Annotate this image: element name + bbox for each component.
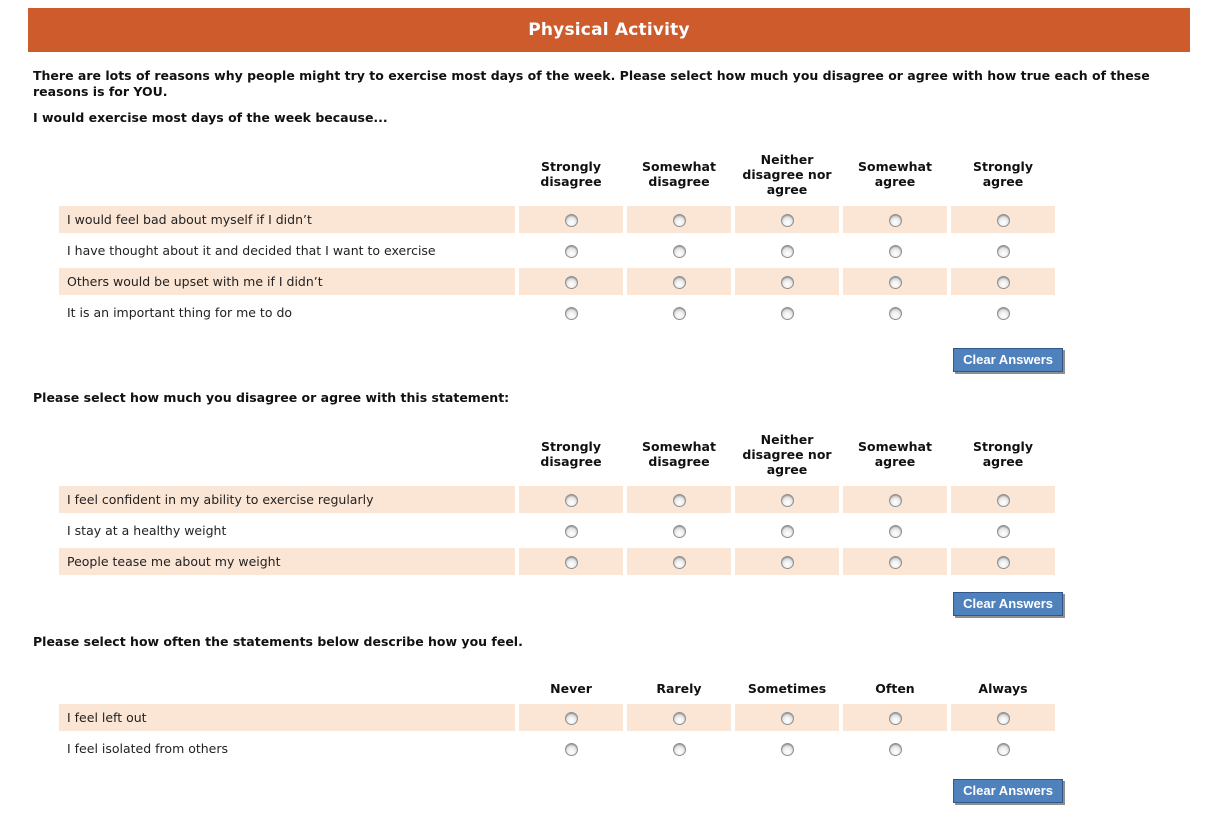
radio-option[interactable] bbox=[672, 276, 686, 289]
section-1-heading: I would exercise most days of the week b… bbox=[33, 110, 388, 125]
clear-answers-button[interactable]: Clear Answers bbox=[953, 779, 1063, 803]
radio-option[interactable] bbox=[996, 276, 1010, 289]
clear-answers-button[interactable]: Clear Answers bbox=[953, 348, 1063, 372]
column-header: Never bbox=[550, 680, 592, 696]
radio-option[interactable] bbox=[780, 276, 794, 289]
radio-option[interactable] bbox=[672, 556, 686, 569]
radio-option[interactable] bbox=[996, 307, 1010, 320]
radio-option[interactable] bbox=[996, 214, 1010, 227]
radio-option[interactable] bbox=[564, 712, 578, 725]
radio-option[interactable] bbox=[672, 214, 686, 227]
radio-option[interactable] bbox=[996, 556, 1010, 569]
table-row: I have thought about it and decided that… bbox=[59, 237, 1055, 264]
column-header: Strongly agree bbox=[972, 159, 1033, 189]
table-row: I stay at a healthy weight bbox=[59, 517, 1055, 544]
column-header: Somewhat agree bbox=[858, 439, 932, 469]
row-label: Others would be upset with me if I didn’… bbox=[59, 268, 515, 295]
table-row: People tease me about my weight bbox=[59, 548, 1055, 575]
column-header: Strongly agree bbox=[972, 439, 1033, 469]
table-row: It is an important thing for me to do bbox=[59, 299, 1055, 326]
section-2-heading: Please select how much you disagree or a… bbox=[33, 390, 510, 405]
table-row: Others would be upset with me if I didn’… bbox=[59, 268, 1055, 295]
intro-paragraph: There are lots of reasons why people mig… bbox=[33, 68, 1150, 99]
row-label: I feel isolated from others bbox=[67, 741, 229, 756]
radio-option[interactable] bbox=[888, 494, 902, 507]
radio-option[interactable] bbox=[564, 556, 578, 569]
radio-option[interactable] bbox=[672, 307, 686, 320]
radio-option[interactable] bbox=[888, 712, 902, 725]
radio-option[interactable] bbox=[780, 712, 794, 725]
radio-option[interactable] bbox=[672, 494, 686, 507]
radio-option[interactable] bbox=[564, 494, 578, 507]
radio-option[interactable] bbox=[564, 743, 578, 756]
radio-option[interactable] bbox=[672, 712, 686, 725]
matrix-table: Strongly disagree Somewhat disagree Neithe… bbox=[55, 422, 1059, 579]
matrix-table: Strongly disagree Somewhat disagree Neithe… bbox=[55, 142, 1059, 330]
row-label: I feel left out bbox=[59, 704, 515, 731]
corner-cell bbox=[59, 146, 515, 202]
radio-option[interactable] bbox=[780, 307, 794, 320]
radio-option[interactable] bbox=[564, 245, 578, 258]
row-label: I feel confident in my ability to exerci… bbox=[59, 486, 515, 513]
radio-option[interactable] bbox=[888, 556, 902, 569]
radio-option[interactable] bbox=[564, 214, 578, 227]
corner-cell bbox=[59, 426, 515, 482]
table-row: I feel confident in my ability to exerci… bbox=[59, 486, 1055, 513]
radio-option[interactable] bbox=[780, 743, 794, 756]
radio-option[interactable] bbox=[996, 245, 1010, 258]
radio-option[interactable] bbox=[888, 743, 902, 756]
radio-option[interactable] bbox=[564, 525, 578, 538]
radio-option[interactable] bbox=[780, 494, 794, 507]
column-header: Neither disagree nor agree bbox=[742, 151, 832, 197]
row-label: I would feel bad about myself if I didn’… bbox=[59, 206, 515, 233]
radio-option[interactable] bbox=[780, 525, 794, 538]
clear-answers-button[interactable]: Clear Answers bbox=[953, 592, 1063, 616]
column-header: Somewhat disagree bbox=[642, 439, 716, 469]
column-header: Rarely bbox=[656, 680, 702, 696]
column-header: Somewhat disagree bbox=[642, 159, 716, 189]
radio-option[interactable] bbox=[996, 712, 1010, 725]
section-3-heading: Please select how often the statements b… bbox=[33, 634, 523, 649]
column-header: Strongly disagree bbox=[540, 439, 602, 469]
radio-option[interactable] bbox=[888, 276, 902, 289]
radio-option[interactable] bbox=[672, 525, 686, 538]
matrix-table: Never Rarely Sometimes Often Always I feel le… bbox=[55, 672, 1059, 766]
table-row: I feel left out bbox=[59, 704, 1055, 731]
radio-option[interactable] bbox=[672, 743, 686, 756]
radio-option[interactable] bbox=[780, 214, 794, 227]
row-label: People tease me about my weight bbox=[59, 548, 515, 575]
row-label: I have thought about it and decided that… bbox=[67, 243, 436, 258]
radio-option[interactable] bbox=[996, 494, 1010, 507]
radio-option[interactable] bbox=[888, 214, 902, 227]
radio-option[interactable] bbox=[888, 307, 902, 320]
column-header: Sometimes bbox=[747, 680, 827, 696]
column-header: Always bbox=[978, 680, 1028, 696]
radio-option[interactable] bbox=[564, 276, 578, 289]
table-row: I feel isolated from others bbox=[59, 735, 1055, 762]
radio-option[interactable] bbox=[996, 743, 1010, 756]
corner-cell bbox=[59, 676, 515, 700]
radio-option[interactable] bbox=[564, 307, 578, 320]
column-header: Neither disagree nor agree bbox=[742, 431, 832, 477]
row-label: It is an important thing for me to do bbox=[67, 305, 293, 320]
radio-option[interactable] bbox=[780, 245, 794, 258]
table-row: I would feel bad about myself if I didn’… bbox=[59, 206, 1055, 233]
page-banner: Physical Activity bbox=[28, 8, 1190, 52]
radio-option[interactable] bbox=[888, 245, 902, 258]
page-title: Physical Activity bbox=[528, 20, 690, 40]
row-label: I stay at a healthy weight bbox=[67, 523, 227, 538]
radio-option[interactable] bbox=[780, 556, 794, 569]
radio-option[interactable] bbox=[996, 525, 1010, 538]
radio-option[interactable] bbox=[888, 525, 902, 538]
column-header: Somewhat agree bbox=[858, 159, 932, 189]
column-header: Often bbox=[875, 680, 915, 696]
radio-option[interactable] bbox=[672, 245, 686, 258]
column-header: Strongly disagree bbox=[540, 159, 602, 189]
